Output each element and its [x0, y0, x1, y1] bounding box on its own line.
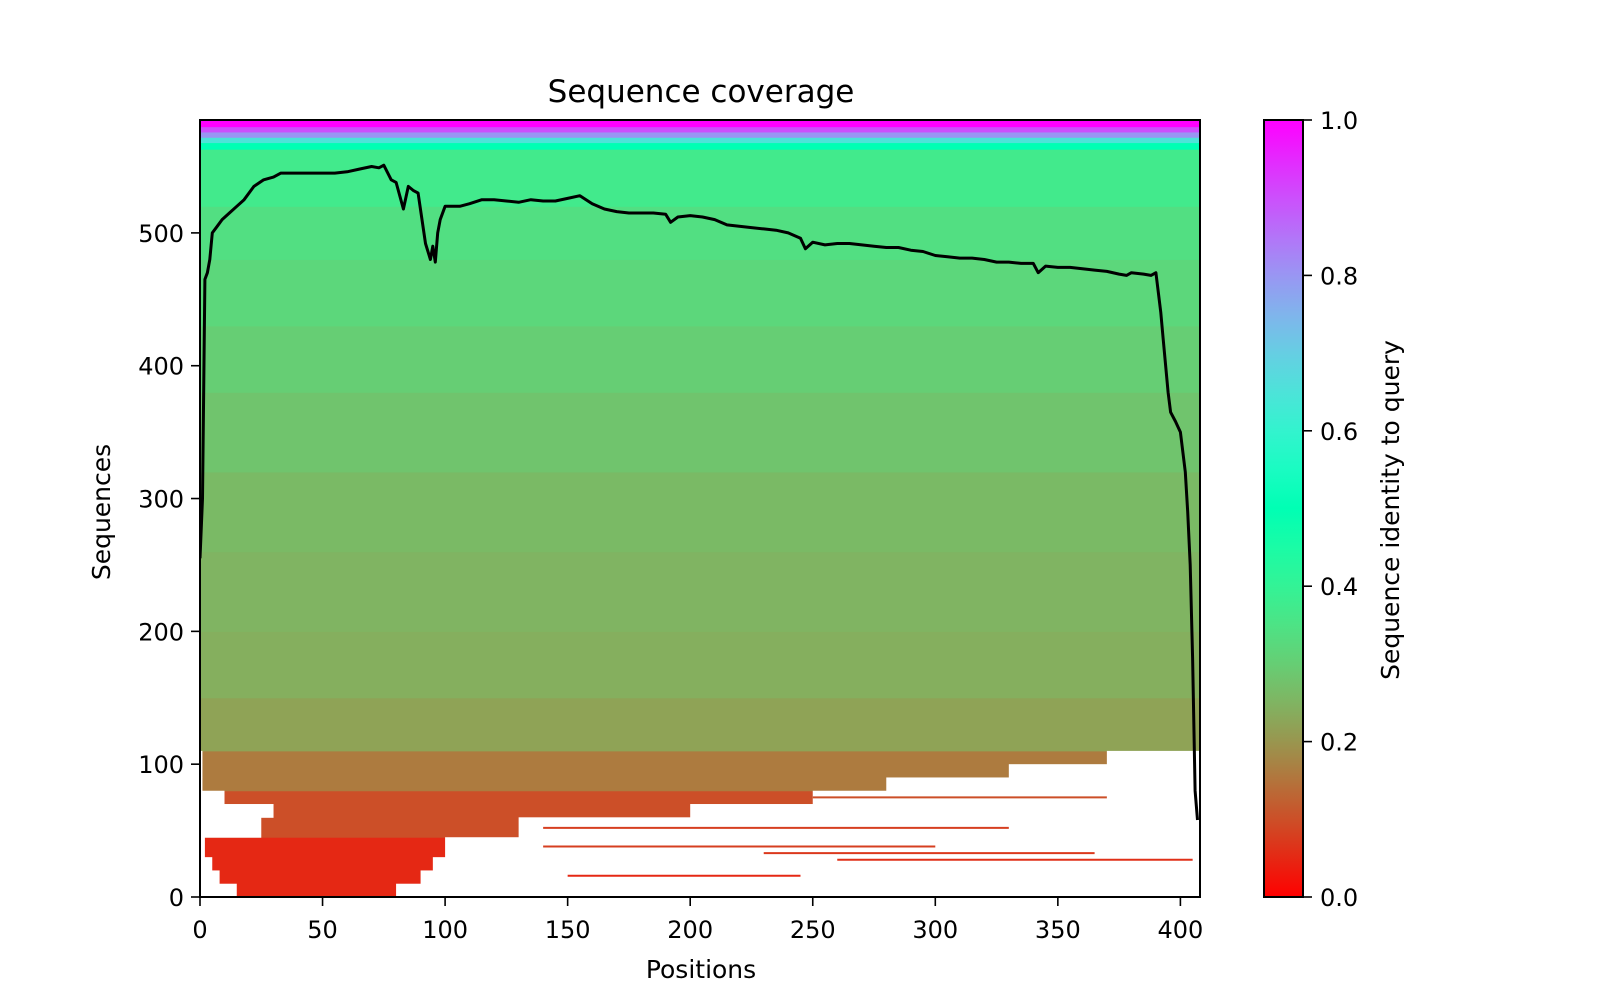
- x-tick-label-300: 300: [912, 916, 958, 944]
- coverage-gap-left-2: [200, 857, 213, 871]
- y-tick-label-100: 100: [138, 751, 184, 779]
- coverage-gap-right-0: [396, 883, 1200, 897]
- x-tick-label-250: 250: [790, 916, 836, 944]
- x-tick-label-100: 100: [422, 916, 468, 944]
- colorbar-label: Sequence identity to query: [1376, 340, 1405, 680]
- x-axis-label: Positions: [646, 955, 756, 984]
- coverage-gap-left-5: [200, 804, 274, 818]
- colorbar-fill: [1264, 120, 1303, 897]
- coverage-gap-left-0: [200, 883, 237, 897]
- identity-band-16: [200, 120, 1200, 128]
- identity-band-4: [200, 631, 1200, 699]
- identity-band-3: [200, 697, 1200, 752]
- coverage-gap-left-3: [200, 837, 205, 858]
- x-tick-label-400: 400: [1157, 916, 1203, 944]
- chart-title: Sequence coverage: [548, 74, 855, 110]
- coverage-gap-right-8: [1008, 764, 1200, 778]
- x-tick-label-0: 0: [192, 916, 207, 944]
- identity-band-15: [200, 126, 1200, 133]
- x-tick-label-350: 350: [1035, 916, 1081, 944]
- x-tick-label-200: 200: [667, 916, 713, 944]
- identity-band-12: [200, 142, 1200, 150]
- identity-band-14: [200, 131, 1200, 138]
- y-tick-label-300: 300: [138, 486, 184, 514]
- x-tick-label-150: 150: [545, 916, 591, 944]
- coverage-gap-left-6: [200, 790, 225, 805]
- y-tick-label-200: 200: [138, 618, 184, 646]
- colorbar: 0.0 0.2 0.4 0.6 0.8 1.0 Sequence identity to …: [1263, 107, 1405, 912]
- colorbar-tick-label-2: 0.4: [1320, 573, 1358, 601]
- identity-band-9: [200, 259, 1200, 327]
- colorbar-tick-label-5: 1.0: [1320, 107, 1358, 135]
- colorbar-tick-label-4: 0.8: [1320, 262, 1358, 290]
- sparse-segments-layer: [543, 796, 1193, 877]
- identity-band-8: [200, 325, 1200, 393]
- y-tick-label-400: 400: [138, 353, 184, 381]
- coverage-gap-left-7: [200, 777, 203, 792]
- x-tick-label-50: 50: [307, 916, 338, 944]
- identity-band-7: [200, 392, 1200, 473]
- colorbar-tick-label-0: 0.0: [1320, 884, 1358, 912]
- identity-band-13: [200, 137, 1200, 144]
- identity-band-11: [200, 149, 1200, 207]
- plot-frame: [199, 119, 1201, 898]
- y-axis-label: Sequences: [87, 444, 116, 580]
- identity-band-10: [200, 206, 1200, 260]
- colorbar-ticks: 0.0 0.2 0.4 0.6 0.8 1.0: [1303, 107, 1358, 912]
- coverage-gap-left-8: [200, 764, 203, 778]
- coverage-gap-right-7: [886, 777, 1200, 792]
- coverage-gap-right-9: [1106, 750, 1200, 765]
- coverage-line: [200, 163, 1199, 821]
- coverage-gap-right-5: [690, 804, 1200, 818]
- colorbar-tick-label-1: 0.2: [1320, 729, 1358, 757]
- coverage-gap-right-1: [420, 870, 1200, 885]
- y-tick-label-0: 0: [169, 884, 184, 912]
- identity-band-5: [200, 551, 1200, 632]
- coverage-gap-left-4: [200, 817, 262, 838]
- colorbar-tick-label-3: 0.6: [1320, 418, 1358, 446]
- x-axis: 0 50 100 150 200 250 300 350 400: [192, 897, 1203, 944]
- coverage-heatmap: [200, 120, 1200, 897]
- coverage-gap-left-1: [200, 870, 220, 885]
- identity-band-6: [200, 471, 1200, 553]
- y-tick-label-500: 500: [138, 220, 184, 248]
- y-axis: 0 100 200 300 400 500: [138, 220, 200, 912]
- coverage-gap-left-9: [200, 750, 203, 765]
- colorbar-frame: [1263, 119, 1304, 898]
